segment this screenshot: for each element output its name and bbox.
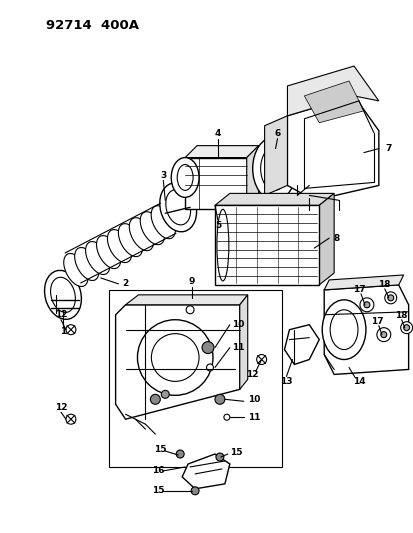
Circle shape bbox=[176, 450, 184, 458]
Text: 15: 15 bbox=[152, 486, 164, 495]
Polygon shape bbox=[239, 295, 247, 389]
Text: 7: 7 bbox=[385, 144, 391, 153]
Circle shape bbox=[223, 414, 229, 420]
Circle shape bbox=[387, 295, 393, 301]
Text: 10: 10 bbox=[231, 320, 243, 329]
Polygon shape bbox=[182, 454, 229, 489]
Ellipse shape bbox=[252, 136, 296, 200]
Circle shape bbox=[202, 342, 214, 353]
Polygon shape bbox=[185, 158, 246, 209]
Text: 17: 17 bbox=[370, 317, 382, 326]
Text: 11: 11 bbox=[231, 343, 243, 352]
Polygon shape bbox=[284, 325, 318, 365]
Ellipse shape bbox=[165, 190, 190, 225]
Ellipse shape bbox=[260, 147, 288, 190]
Text: 6: 6 bbox=[274, 129, 280, 138]
Ellipse shape bbox=[96, 236, 121, 269]
Ellipse shape bbox=[330, 310, 357, 350]
Circle shape bbox=[137, 320, 212, 395]
Ellipse shape bbox=[159, 183, 196, 232]
Ellipse shape bbox=[74, 247, 99, 280]
Text: 13: 13 bbox=[280, 377, 292, 386]
Ellipse shape bbox=[129, 217, 153, 251]
Polygon shape bbox=[264, 116, 287, 196]
Polygon shape bbox=[246, 146, 258, 209]
Text: 18: 18 bbox=[394, 311, 407, 320]
Ellipse shape bbox=[151, 206, 175, 239]
Ellipse shape bbox=[64, 254, 88, 286]
Polygon shape bbox=[287, 96, 378, 200]
Ellipse shape bbox=[85, 241, 109, 274]
Text: 18: 18 bbox=[377, 280, 389, 289]
Text: 14: 14 bbox=[352, 377, 364, 386]
Ellipse shape bbox=[171, 158, 199, 197]
Polygon shape bbox=[214, 193, 333, 205]
Ellipse shape bbox=[140, 212, 164, 245]
Polygon shape bbox=[318, 193, 333, 285]
Text: 16: 16 bbox=[152, 466, 164, 475]
Ellipse shape bbox=[216, 209, 228, 281]
Ellipse shape bbox=[177, 165, 192, 190]
Text: 9: 9 bbox=[188, 277, 195, 286]
Text: 11: 11 bbox=[247, 413, 260, 422]
Text: 12: 12 bbox=[55, 310, 67, 319]
Circle shape bbox=[66, 325, 76, 335]
Text: 2: 2 bbox=[122, 279, 128, 288]
Text: 12: 12 bbox=[55, 403, 67, 412]
Polygon shape bbox=[323, 275, 403, 290]
Circle shape bbox=[403, 325, 408, 330]
Polygon shape bbox=[214, 205, 318, 285]
Circle shape bbox=[216, 453, 223, 461]
Circle shape bbox=[186, 306, 194, 314]
Text: 15: 15 bbox=[154, 445, 166, 454]
Polygon shape bbox=[115, 305, 239, 419]
Polygon shape bbox=[304, 81, 363, 123]
Text: 12: 12 bbox=[246, 370, 258, 379]
Ellipse shape bbox=[107, 230, 131, 263]
Circle shape bbox=[359, 298, 373, 312]
Circle shape bbox=[206, 364, 213, 371]
Circle shape bbox=[256, 354, 266, 365]
Circle shape bbox=[376, 328, 390, 342]
Bar bbox=[108, 290, 282, 467]
Text: 4: 4 bbox=[214, 129, 221, 138]
Polygon shape bbox=[287, 66, 378, 116]
Circle shape bbox=[400, 322, 412, 334]
Ellipse shape bbox=[50, 277, 75, 312]
Circle shape bbox=[380, 332, 386, 337]
Circle shape bbox=[151, 334, 199, 382]
Text: 8: 8 bbox=[333, 233, 339, 243]
Ellipse shape bbox=[118, 224, 142, 256]
Polygon shape bbox=[323, 285, 408, 375]
Text: 92714  400A: 92714 400A bbox=[46, 19, 139, 33]
Ellipse shape bbox=[321, 300, 365, 360]
Circle shape bbox=[150, 394, 160, 404]
Circle shape bbox=[384, 292, 396, 304]
Ellipse shape bbox=[45, 270, 81, 319]
Circle shape bbox=[191, 487, 199, 495]
Polygon shape bbox=[125, 295, 247, 305]
Circle shape bbox=[161, 390, 169, 398]
Circle shape bbox=[363, 302, 369, 308]
Text: 3: 3 bbox=[160, 171, 166, 180]
Text: 10: 10 bbox=[247, 395, 259, 404]
Text: 1: 1 bbox=[60, 327, 66, 336]
Polygon shape bbox=[185, 146, 258, 158]
Text: 5: 5 bbox=[214, 221, 221, 230]
Circle shape bbox=[66, 414, 76, 424]
Circle shape bbox=[214, 394, 224, 404]
Text: 17: 17 bbox=[352, 285, 364, 294]
Text: 15: 15 bbox=[229, 448, 242, 457]
